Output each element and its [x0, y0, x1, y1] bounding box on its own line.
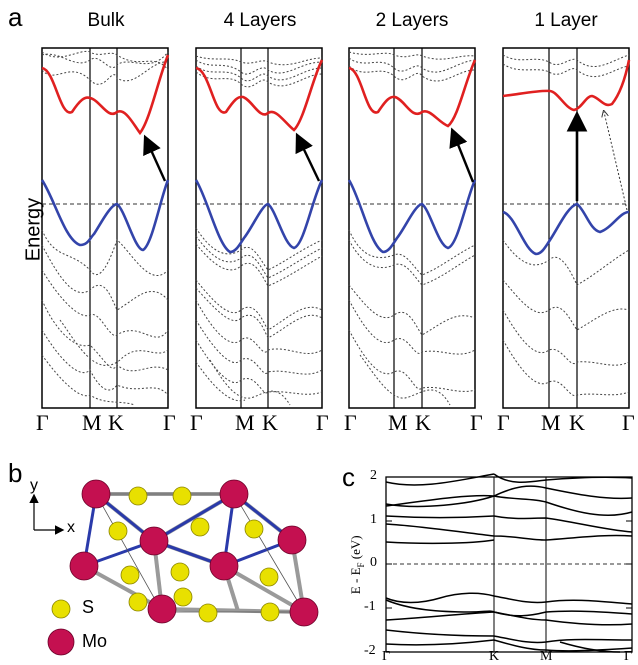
- tick-gamma: Γ: [163, 410, 176, 435]
- tick-gamma: Γ: [190, 410, 203, 435]
- tick-gamma: Γ: [622, 410, 635, 435]
- c-ylabel-main: E - E: [348, 567, 364, 595]
- panel-bulk: [40, 47, 170, 409]
- c-xtick-gamma: Γ: [624, 649, 633, 664]
- tick-gamma: Γ: [344, 410, 357, 435]
- legend-mo-marker: [47, 628, 75, 656]
- c-xtick-k: K: [489, 649, 500, 664]
- tick-k: K: [108, 410, 124, 435]
- axis-x-label: x: [67, 519, 75, 536]
- crystal-structure: [29, 479, 319, 656]
- panel-title-bulk: Bulk: [87, 10, 125, 31]
- c-ytick-neg2: -2: [364, 643, 376, 658]
- tick-m: M: [388, 410, 408, 435]
- tick-gamma: Γ: [316, 410, 329, 435]
- tick-m: M: [541, 410, 561, 435]
- c-ylabel-unit: (eV): [348, 535, 364, 563]
- c-xtick-gamma: Γ: [382, 649, 391, 664]
- tick-k: K: [569, 410, 585, 435]
- panel-c-band-structure: [385, 473, 633, 653]
- panel-title-4-layers: 4 Layers: [223, 10, 297, 31]
- panel-title-2-layers: 2 Layers: [375, 10, 449, 31]
- tick-m: M: [82, 410, 102, 435]
- c-xtick-m: M: [540, 649, 553, 664]
- panel-1-layer: [502, 47, 631, 409]
- c-ytick-neg1: -1: [364, 599, 376, 614]
- panel-title-1-layer: 1 Layer: [534, 10, 598, 31]
- c-ytick-2: 2: [370, 468, 377, 483]
- tick-gamma: Γ: [470, 410, 483, 435]
- panel-c-letter: c: [342, 462, 355, 492]
- c-ylabel-sub: F: [355, 562, 366, 568]
- panel-4-layers: [194, 47, 324, 409]
- legend-mo-label: Mo: [82, 631, 108, 651]
- legend-s-label: S: [82, 597, 95, 617]
- panel-b-letter: b: [8, 458, 23, 488]
- tick-gamma: Γ: [36, 410, 49, 435]
- tick-k: K: [415, 410, 431, 435]
- axis-y-label: y: [30, 477, 38, 494]
- panel-2-layers: [347, 47, 477, 409]
- tick-k: K: [262, 410, 278, 435]
- panel-a-letter: a: [8, 2, 23, 32]
- c-ylabel: E - EF (eV): [348, 510, 366, 620]
- tick-m: M: [235, 410, 255, 435]
- c-ytick-0: 0: [370, 555, 377, 570]
- tick-gamma: Γ: [497, 410, 510, 435]
- c-ytick-1: 1: [370, 512, 377, 527]
- legend-s-marker: [51, 599, 71, 619]
